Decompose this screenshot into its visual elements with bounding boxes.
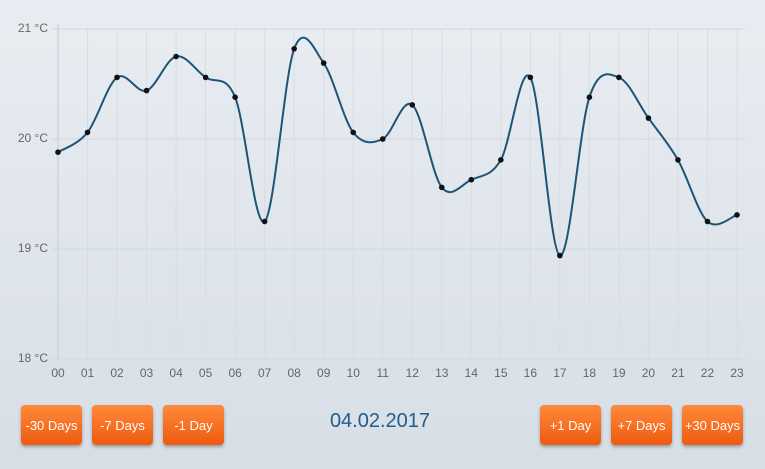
point [202, 74, 209, 81]
x-tick-label: 02 [110, 366, 124, 380]
y-tick-label: 21 °C [18, 21, 48, 35]
button[interactable]: -1 Day [163, 405, 224, 445]
point [320, 60, 327, 66]
x-tick-label: 21 [671, 366, 685, 380]
point [586, 94, 593, 100]
point [498, 157, 504, 163]
point [438, 184, 445, 191]
point [675, 157, 681, 163]
point [704, 218, 711, 225]
x-tick-label: 03 [140, 366, 154, 380]
x-tick-label: 13 [435, 366, 449, 380]
line [57, 36, 738, 257]
x-tick-label: 19 [612, 366, 626, 380]
x-tick-label: 18 [583, 366, 597, 380]
y-tick-label: 18 °C [18, 351, 48, 365]
x-tick-label: 06 [228, 366, 242, 380]
point [291, 46, 297, 52]
point [409, 102, 416, 108]
point [261, 218, 268, 225]
button[interactable]: -30 Days [21, 405, 82, 445]
x-tick-label: 12 [406, 366, 420, 380]
point [143, 87, 150, 94]
x-tick-label: 17 [553, 366, 567, 380]
point [734, 212, 740, 218]
date-label: 04.02.2017 [329, 410, 431, 432]
point [173, 53, 179, 60]
x-tick-label: 15 [494, 366, 508, 380]
x-tick-label: 04 [169, 366, 183, 380]
x-tick-label: 16 [524, 366, 538, 380]
point [379, 136, 386, 142]
y-tick-label: 19 °C [18, 241, 48, 255]
point [468, 176, 475, 183]
point [616, 74, 622, 81]
x-tick-label: 08 [287, 366, 301, 380]
x-tick-label: 07 [258, 366, 272, 380]
point [84, 129, 91, 136]
point [645, 115, 652, 121]
x-tick-label: 22 [701, 366, 715, 380]
x-tick-label: 10 [347, 366, 361, 380]
button[interactable]: +7 Days [611, 405, 672, 445]
button[interactable]: +1 Day [540, 405, 601, 445]
x-tick-label: 00 [51, 366, 65, 380]
x-tick-label: 11 [377, 366, 390, 380]
x-tick-label: 20 [642, 366, 656, 380]
point [55, 149, 61, 155]
button[interactable]: -7 Days [92, 405, 153, 445]
x-tick-label: 23 [730, 366, 744, 380]
point [527, 74, 534, 81]
point [232, 94, 238, 100]
point [557, 252, 563, 259]
x-tick-label: 01 [81, 366, 95, 380]
chart: 00 01 02 03 04 05 06 07 08 09 10 11 12 13 14 15 16 17 18 19… [18, 21, 745, 380]
x-tick-label: 09 [317, 366, 331, 380]
point [114, 74, 120, 81]
x-tick-label: 05 [199, 366, 213, 380]
point [350, 129, 357, 136]
x-tick-label: 14 [465, 366, 479, 380]
button[interactable]: +30 Days [682, 405, 743, 445]
y-tick-label: 20 °C [18, 131, 48, 145]
